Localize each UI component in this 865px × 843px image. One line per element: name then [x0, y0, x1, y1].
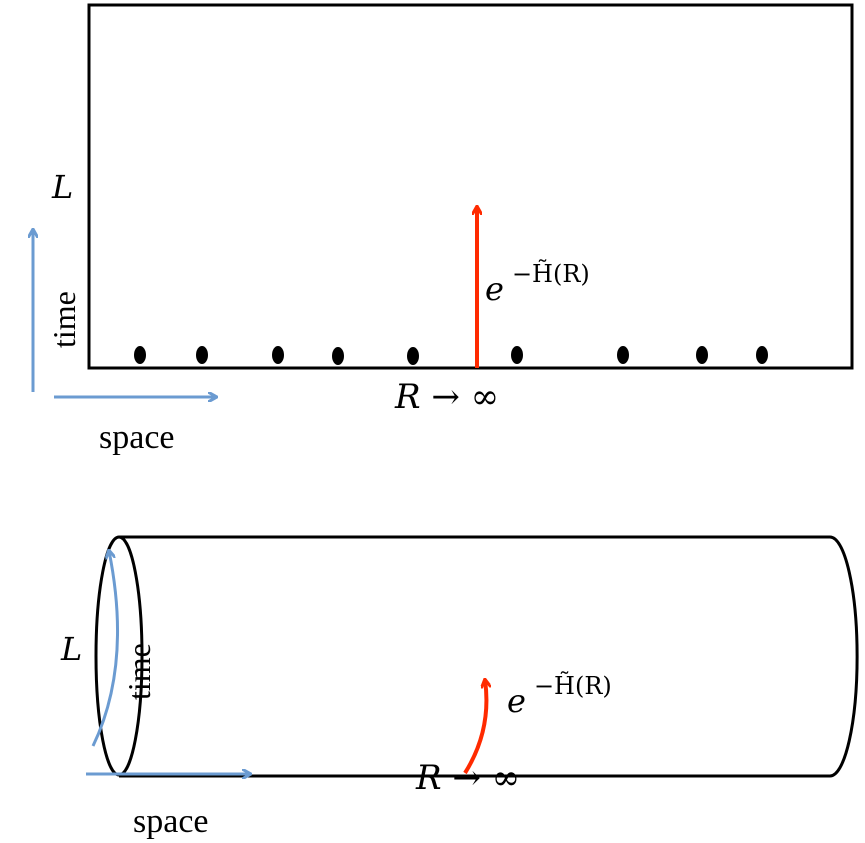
dot: [272, 346, 284, 364]
dot: [196, 346, 208, 364]
cylinder-space-label: space: [133, 803, 209, 840]
cylinder-operator-base: e: [507, 682, 526, 720]
cylinder-right-cap: [829, 535, 859, 778]
cylinder-time-arrow: [91, 551, 119, 747]
cylinder-operator-exponent: −H̃(R): [534, 672, 612, 700]
dot: [134, 346, 146, 364]
dot: [511, 346, 523, 364]
time-label: time: [46, 291, 82, 348]
cylinder-L-label: L: [60, 630, 82, 668]
cylinder-time-label: time: [121, 643, 157, 700]
space-label: space: [99, 419, 175, 456]
dot: [696, 346, 708, 364]
bottom-panel: L time e −H̃(R) space R → ∞: [60, 535, 859, 840]
operator-base: e: [485, 270, 504, 308]
operator-label: e −H̃(R): [485, 260, 590, 308]
dot: [407, 347, 419, 365]
cylinder-operator-label: e −H̃(R): [507, 672, 612, 720]
L-label: L: [51, 168, 73, 206]
dot: [332, 347, 344, 365]
cylinder-limit-label: R → ∞: [415, 758, 520, 798]
operator-exponent: −H̃(R): [512, 260, 590, 288]
limit-label: R → ∞: [394, 377, 499, 417]
top-panel: e −H̃(R) L time space R → ∞: [33, 3, 854, 456]
cylinder-evolution-arrow: [463, 680, 486, 775]
top-dots: [134, 346, 768, 365]
dot: [617, 346, 629, 364]
dot: [756, 346, 768, 364]
top-rectangle: [87, 3, 854, 370]
